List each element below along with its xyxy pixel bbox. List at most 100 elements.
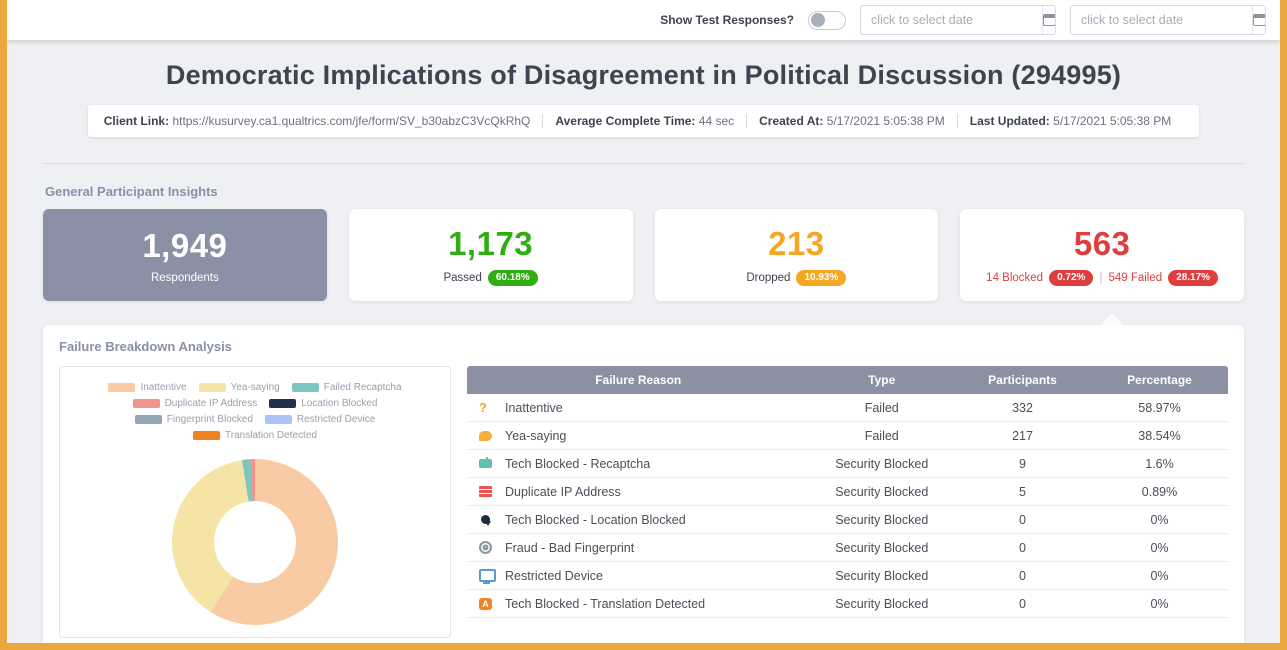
respondents-card[interactable]: 1,949 Respondents xyxy=(43,209,327,301)
header-type: Type xyxy=(809,366,955,394)
monitor-icon xyxy=(479,569,497,584)
respondents-value: 1,949 xyxy=(142,226,228,264)
client-link-label: Client Link: xyxy=(103,114,170,128)
table-row: Tech Blocked - Recaptcha Security Blocke… xyxy=(467,449,1228,478)
date-from-calendar-button[interactable] xyxy=(1042,6,1055,34)
created-at-segment: Created At: 5/17/2021 5:05:38 PM xyxy=(746,114,957,128)
dropped-value: 213 xyxy=(768,224,825,262)
panel-caret-up-icon xyxy=(1101,313,1123,325)
participants-cell: 217 xyxy=(954,421,1091,450)
page-title: Democratic Implications of Disagreement … xyxy=(165,60,1122,90)
client-link-value: https://kusurvey.ca1.qualtrics.com/jfe/f… xyxy=(172,114,531,128)
robot-icon xyxy=(479,456,497,471)
respondents-label: Respondents xyxy=(150,271,219,284)
top-bar: Show Test Responses? xyxy=(7,0,1280,40)
legend-swatch xyxy=(198,382,226,392)
participants-cell: 0 xyxy=(954,561,1091,590)
legend-swatch xyxy=(193,430,221,440)
dropped-percentage-badge: 10.93% xyxy=(796,269,847,286)
reason-text: Fraud - Bad Fingerprint xyxy=(505,540,635,555)
last-updated-value: 5/17/2021 5:05:38 PM xyxy=(1053,114,1172,128)
legend-item: Failed Recaptcha xyxy=(291,382,402,393)
percentage-cell: 0.89% xyxy=(1091,477,1228,506)
legend-swatch xyxy=(264,414,292,424)
table-row: Yea-saying Failed 217 38.54% xyxy=(467,421,1228,450)
calendar-icon xyxy=(1253,14,1265,26)
type-cell: Security Blocked xyxy=(809,561,955,590)
dashboard-page: Show Test Responses? Democratic Implicat… xyxy=(7,0,1280,643)
calendar-icon xyxy=(1043,14,1055,26)
percentage-cell: 0% xyxy=(1091,561,1228,590)
participants-cell: 0 xyxy=(954,533,1091,562)
blocked-label: 14 Blocked xyxy=(986,271,1044,284)
show-test-responses-label: Show Test Responses? xyxy=(660,13,794,27)
general-participant-insights-label: General Participant Insights xyxy=(45,184,218,199)
reason-text: Restricted Device xyxy=(505,568,603,583)
passed-label: Passed xyxy=(443,271,482,284)
blocked-failed-card[interactable]: 563 14 Blocked 0.72% | 549 Failed 28.17% xyxy=(960,209,1244,301)
reason-text: Yea-saying xyxy=(505,428,567,443)
type-cell: Security Blocked xyxy=(809,477,955,506)
legend-item: Duplicate IP Address xyxy=(132,398,257,409)
date-to-calendar-button[interactable] xyxy=(1252,6,1265,34)
show-test-responses-toggle[interactable] xyxy=(808,10,846,30)
percentage-cell: 58.97% xyxy=(1091,394,1228,422)
reason-text: Duplicate IP Address xyxy=(505,484,621,499)
failure-breakdown-panel: Failure Breakdown Analysis Inattentive Ye… xyxy=(43,313,1244,643)
legend-swatch xyxy=(291,382,319,392)
fingerprint-icon xyxy=(479,541,497,555)
type-cell: Security Blocked xyxy=(809,533,955,562)
legend-swatch xyxy=(132,398,160,408)
percentage-cell: 1.6% xyxy=(1091,449,1228,478)
location-pin-icon xyxy=(479,513,497,527)
card-separator: | xyxy=(1099,271,1103,284)
translation-icon xyxy=(479,597,497,611)
table-row: Fraud - Bad Fingerprint Security Blocked… xyxy=(467,533,1228,562)
legend-item: Inattentive xyxy=(108,382,187,393)
failed-label: 549 Failed xyxy=(1108,271,1163,284)
passed-value: 1,173 xyxy=(448,224,534,262)
participants-cell: 0 xyxy=(954,589,1091,618)
blocked-percentage-badge: 0.72% xyxy=(1049,269,1094,286)
type-cell: Security Blocked xyxy=(809,505,955,534)
percentage-cell: 0% xyxy=(1091,589,1228,618)
header-participants: Participants xyxy=(954,366,1091,394)
created-at-label: Created At: xyxy=(759,114,824,128)
legend-item: Restricted Device xyxy=(264,414,375,425)
type-cell: Failed xyxy=(809,394,955,422)
date-to-input[interactable] xyxy=(1071,13,1252,27)
participants-cell: 0 xyxy=(954,505,1091,534)
client-link-segment: Client Link: https://kusurvey.ca1.qualtr… xyxy=(104,114,543,128)
question-mark-icon xyxy=(479,401,497,415)
reason-text: Inattentive xyxy=(505,400,563,415)
legend-item: Fingerprint Blocked xyxy=(134,414,253,425)
percentage-cell: 0% xyxy=(1091,505,1228,534)
date-from-picker xyxy=(860,5,1056,35)
table-row: Restricted Device Security Blocked 0 0% xyxy=(467,561,1228,590)
avg-time-value: 44 sec xyxy=(698,114,735,128)
donut-legend: Inattentive Yea-saying Failed Recaptcha Dup… xyxy=(75,379,435,443)
passed-card[interactable]: 1,173 Passed 60.18% xyxy=(348,209,633,301)
percentage-cell: 0% xyxy=(1091,533,1228,562)
reason-text: Tech Blocked - Recaptcha xyxy=(505,456,651,471)
table-row: Inattentive Failed 332 58.97% xyxy=(467,394,1228,422)
failure-donut[interactable] xyxy=(172,459,338,625)
reason-text: Tech Blocked - Location Blocked xyxy=(505,512,686,527)
legend-swatch xyxy=(108,382,136,392)
avg-time-segment: Average Complete Time: 44 sec xyxy=(542,114,746,128)
blocked-failed-value: 563 xyxy=(1073,224,1131,262)
percentage-cell: 38.54% xyxy=(1091,421,1228,450)
date-from-input[interactable] xyxy=(861,13,1042,27)
legend-item: Yea-saying xyxy=(198,382,280,393)
dropped-card[interactable]: 213 Dropped 10.93% xyxy=(654,209,939,301)
header-failure-reason: Failure Reason xyxy=(467,366,810,394)
reason-text: Tech Blocked - Translation Detected xyxy=(505,596,706,611)
created-at-value: 5/17/2021 5:05:38 PM xyxy=(826,114,945,128)
header-percentage: Percentage xyxy=(1091,366,1228,394)
legend-item: Translation Detected xyxy=(193,430,317,441)
failure-chart-box: Inattentive Yea-saying Failed Recaptcha Dup… xyxy=(59,366,451,638)
legend-item: Location Blocked xyxy=(269,398,377,409)
passed-percentage-badge: 60.18% xyxy=(487,269,538,286)
duplicate-ip-icon xyxy=(479,485,497,499)
type-cell: Security Blocked xyxy=(809,449,955,478)
